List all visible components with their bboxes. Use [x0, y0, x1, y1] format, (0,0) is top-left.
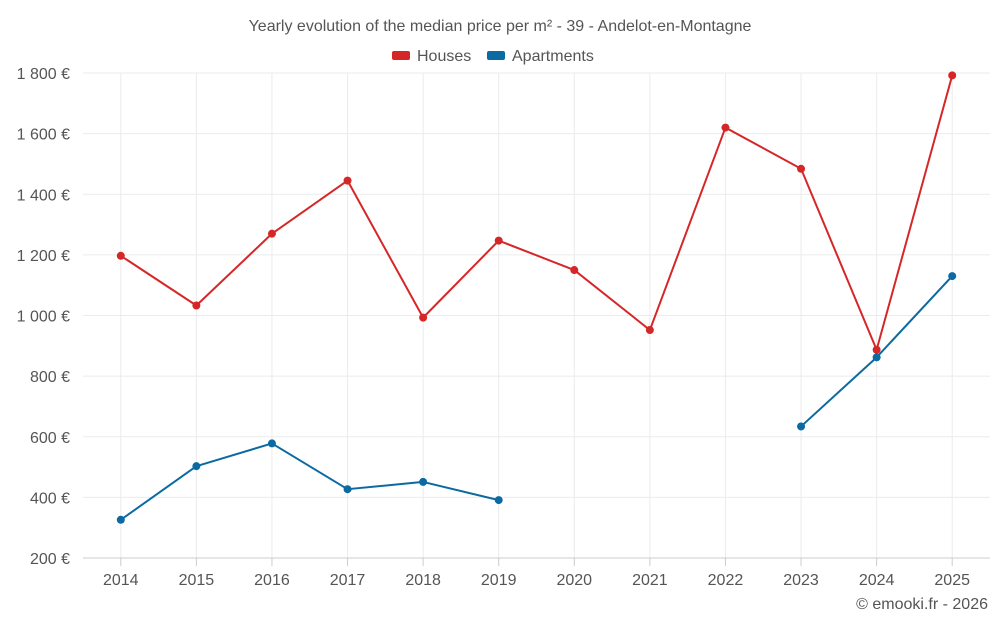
- legend: Houses Apartments: [392, 48, 594, 65]
- credit-text: © emooki.fr - 2026: [856, 596, 988, 613]
- data-point[interactable]: [645, 326, 654, 335]
- data-point[interactable]: [797, 164, 806, 173]
- legend-item-houses[interactable]: Houses: [392, 48, 471, 65]
- x-tick-label: 2020: [556, 572, 592, 589]
- data-point[interactable]: [192, 462, 201, 471]
- legend-label: Houses: [417, 48, 471, 65]
- x-tick-label: 2015: [179, 572, 215, 589]
- x-tick-label: 2022: [708, 572, 744, 589]
- data-point[interactable]: [267, 229, 276, 238]
- x-tick-label: 2025: [934, 572, 970, 589]
- chart-title: Yearly evolution of the median price per…: [249, 18, 752, 35]
- data-point[interactable]: [797, 422, 806, 431]
- y-tick-label: 1 400 €: [17, 187, 70, 204]
- x-tick-label: 2021: [632, 572, 668, 589]
- x-tick-label: 2019: [481, 572, 517, 589]
- data-point[interactable]: [872, 353, 881, 362]
- data-point[interactable]: [570, 266, 579, 275]
- legend-item-apartments[interactable]: Apartments: [487, 48, 594, 65]
- legend-swatch: [392, 51, 410, 60]
- x-tick-label: 2023: [783, 572, 819, 589]
- series-apartments: [116, 272, 957, 524]
- x-axis-ticks: 2014 2015 2016 2017 2018 2019 2020 2021 2022 2023…: [103, 558, 970, 589]
- data-point[interactable]: [494, 496, 503, 505]
- data-point[interactable]: [343, 485, 352, 494]
- y-axis-ticks: 200 € 400 € 600 € 800 € 1 000 € 1 200 € 1 400 …: [17, 66, 70, 568]
- x-tick-label: 2017: [330, 572, 366, 589]
- x-tick-label: 2016: [254, 572, 290, 589]
- x-tick-label: 2014: [103, 572, 139, 589]
- data-point[interactable]: [116, 251, 125, 260]
- data-point[interactable]: [192, 301, 201, 310]
- data-point[interactable]: [343, 176, 352, 185]
- series-line: [120, 442, 499, 521]
- series-line: [120, 75, 954, 351]
- data-point[interactable]: [116, 515, 125, 524]
- y-tick-label: 1 600 €: [17, 127, 70, 144]
- data-point[interactable]: [721, 123, 730, 132]
- data-point[interactable]: [419, 313, 428, 322]
- legend-swatch: [487, 51, 505, 60]
- x-tick-label: 2024: [859, 572, 895, 589]
- data-point[interactable]: [419, 477, 428, 486]
- data-point[interactable]: [494, 236, 503, 245]
- y-tick-label: 800 €: [30, 369, 70, 386]
- data-point[interactable]: [948, 272, 957, 281]
- data-point[interactable]: [267, 439, 276, 448]
- data-point[interactable]: [872, 345, 881, 354]
- series-layer: [116, 71, 957, 524]
- y-tick-label: 400 €: [30, 490, 70, 507]
- y-tick-label: 1 000 €: [17, 309, 70, 326]
- data-point[interactable]: [948, 71, 957, 80]
- y-tick-label: 1 200 €: [17, 248, 70, 265]
- legend-label: Apartments: [512, 48, 594, 65]
- y-tick-label: 1 800 €: [17, 66, 70, 83]
- y-tick-label: 200 €: [30, 551, 70, 568]
- x-tick-label: 2018: [405, 572, 441, 589]
- y-tick-label: 600 €: [30, 430, 70, 447]
- series-houses: [116, 71, 957, 354]
